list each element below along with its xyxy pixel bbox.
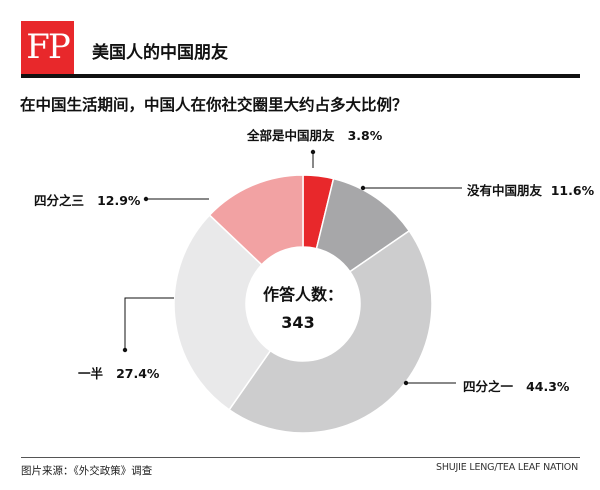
center-value: 343 bbox=[281, 313, 314, 332]
label-all-chinese: 全部是中国朋友 3.8% bbox=[247, 125, 382, 144]
leader-dot-all bbox=[310, 149, 316, 155]
label-three-quarters: 四分之三 12.9% bbox=[34, 190, 140, 209]
label-one-quarter-value: 44.3% bbox=[526, 379, 570, 394]
footer-source: 图片来源：《外交政策》调查 bbox=[21, 465, 153, 477]
fp-logo: FP bbox=[21, 21, 74, 74]
header-rule bbox=[21, 74, 580, 78]
leader-dot-half bbox=[122, 347, 128, 353]
slice-quarter bbox=[228, 229, 433, 434]
label-half-value: 27.4% bbox=[116, 366, 160, 381]
leader-dot-quarter bbox=[403, 380, 409, 386]
label-one-quarter-name: 四分之一 bbox=[463, 379, 514, 394]
label-no-chinese-name: 没有中国朋友 bbox=[467, 183, 543, 198]
label-one-quarter: 四分之一 44.3% bbox=[463, 376, 569, 395]
slice-half bbox=[173, 214, 272, 411]
slice-three_quarters bbox=[208, 174, 304, 266]
label-half-name: 一半 bbox=[78, 366, 104, 381]
label-half: 一半 27.4% bbox=[78, 363, 159, 382]
footer-rule bbox=[21, 457, 580, 458]
leader-dot-three-quarters bbox=[143, 196, 149, 202]
center-label: 作答人数： bbox=[263, 285, 343, 304]
label-three-quarters-value: 12.9% bbox=[97, 193, 141, 208]
footer-credit: SHUJIE LENG/TEA LEAF NATION bbox=[436, 462, 578, 473]
label-all-chinese-value: 3.8% bbox=[347, 128, 383, 143]
chart-title: 在中国生活期间，中国人在你社交圈里大约占多大比例？ bbox=[20, 96, 408, 114]
label-no-chinese: 没有中国朋友 11.6% bbox=[467, 180, 594, 199]
page-title: 美国人的中国朋友 bbox=[92, 43, 228, 63]
leader-line-half bbox=[124, 297, 174, 350]
leader-dot-none bbox=[360, 185, 366, 191]
label-no-chinese-value: 11.6% bbox=[550, 183, 595, 198]
label-three-quarters-name: 四分之三 bbox=[34, 193, 85, 208]
label-all-chinese-name: 全部是中国朋友 bbox=[247, 128, 335, 143]
